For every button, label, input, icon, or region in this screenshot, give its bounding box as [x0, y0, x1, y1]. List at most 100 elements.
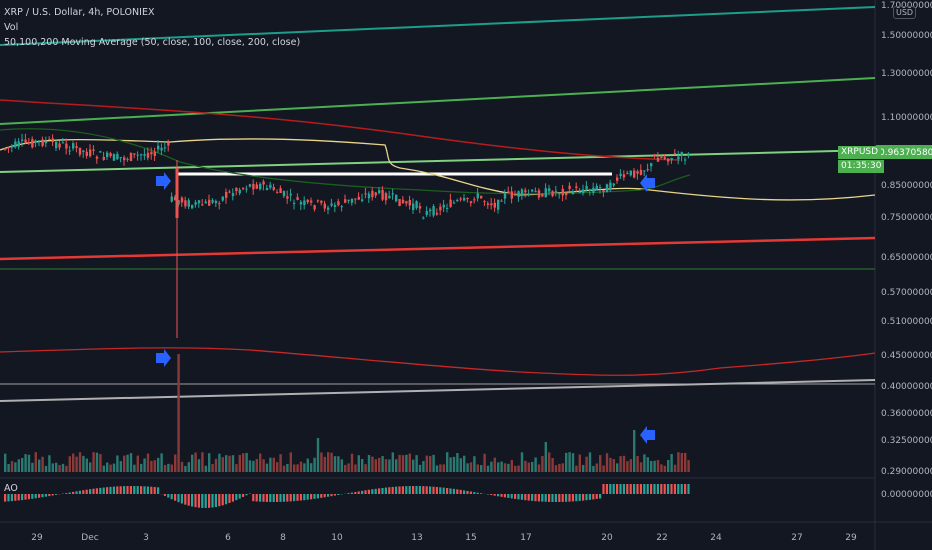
ao-bar — [446, 488, 449, 494]
candle-body — [459, 198, 462, 200]
ao-bar — [422, 486, 425, 494]
ao-bar — [320, 494, 323, 498]
ao-bar — [24, 494, 27, 500]
candle-body — [119, 157, 122, 159]
candle-body — [616, 177, 619, 181]
ao-bar — [4, 494, 7, 502]
candle-body — [65, 143, 68, 149]
ao-bar — [146, 486, 149, 494]
ao-bar — [466, 490, 469, 494]
ao-bar — [276, 494, 279, 502]
ao-bar — [650, 484, 653, 494]
volume-bar — [24, 454, 27, 472]
candle-body — [541, 194, 544, 197]
candle-body — [102, 156, 105, 160]
price-axis-label: 0.85000000 — [881, 181, 932, 191]
volume-bar — [184, 465, 187, 472]
volume-bar — [170, 464, 173, 472]
candle-body — [4, 148, 7, 150]
volume-bar — [371, 456, 374, 472]
volume-bar — [605, 453, 609, 472]
volume-bar — [418, 464, 422, 472]
last-price-label: 0.96370580 — [879, 148, 932, 158]
candle-body — [490, 203, 493, 206]
volume-bar — [320, 452, 323, 472]
candle-body — [507, 191, 510, 193]
ao-bar — [456, 489, 459, 494]
candle-body — [463, 198, 466, 201]
volume-bar — [378, 457, 381, 472]
volume-bar — [473, 456, 476, 472]
candle-body — [425, 211, 428, 215]
price-axis-label: 0.29000000 — [881, 467, 932, 477]
ao-legend[interactable]: AO — [4, 483, 18, 494]
candle-body — [323, 203, 326, 209]
ao-bar — [463, 490, 466, 494]
ao-bar — [439, 487, 442, 494]
ao-bar — [119, 486, 122, 494]
volume-bar — [323, 456, 326, 472]
candle-body — [303, 200, 306, 206]
volume-bar — [374, 459, 377, 472]
candle-body — [612, 183, 615, 186]
ao-bar — [7, 494, 10, 502]
candle-body — [639, 169, 643, 175]
candle-body — [201, 204, 204, 206]
arrow-left-icon — [640, 426, 655, 444]
candle-body — [327, 207, 330, 210]
ao-bar — [44, 494, 47, 497]
volume-bar — [507, 463, 510, 472]
ao-bar — [578, 494, 581, 501]
ao-bar — [92, 488, 95, 494]
volume-bar — [619, 456, 622, 472]
candle-body — [510, 191, 513, 199]
ao-bar — [371, 489, 374, 494]
candle-body — [299, 201, 303, 205]
ao-bar — [619, 484, 622, 494]
volume-bar — [650, 460, 653, 472]
volume-bar — [541, 455, 544, 472]
candle-body — [146, 152, 150, 158]
volume-bar — [238, 454, 241, 472]
time-axis-label: 3 — [143, 533, 149, 543]
time-axis-label: 20 — [601, 533, 613, 543]
candle-body — [520, 189, 524, 197]
gray-trend-line — [0, 379, 876, 402]
candle-body — [289, 193, 292, 196]
ao-bar — [575, 494, 578, 502]
moving-average-legend[interactable]: 50,100,200 Moving Average (50, close, 10… — [4, 37, 301, 48]
candle-body — [551, 191, 554, 197]
candle-body — [582, 189, 585, 194]
ao-bar — [211, 494, 214, 508]
ao-bar — [286, 494, 289, 502]
volume-bar — [201, 452, 204, 472]
ao-bar — [327, 494, 330, 497]
candle-body — [517, 191, 520, 197]
candle-body — [578, 192, 581, 194]
volume-bar — [174, 454, 177, 472]
volume-bar — [490, 461, 493, 472]
candle-body — [636, 171, 639, 174]
candle-body — [663, 157, 666, 159]
ao-bar — [398, 486, 401, 494]
volume-bar — [646, 457, 649, 472]
symbol-title[interactable]: XRP / U.S. Dollar, 4h, POLONIEX — [4, 7, 155, 18]
ao-bar — [680, 484, 683, 494]
ao-bar — [296, 494, 299, 501]
ao-bar — [503, 494, 506, 498]
ao-bar — [238, 494, 241, 499]
volume-bar — [364, 464, 367, 472]
symbol-price-tag: XRPUSD — [838, 146, 882, 159]
volume-bar — [537, 464, 541, 472]
ao-bar — [364, 490, 367, 494]
currency-badge[interactable]: USD — [893, 6, 917, 19]
volume-bar — [78, 452, 82, 472]
candle-body — [204, 201, 207, 204]
ao-bar — [306, 494, 309, 500]
candle-body — [55, 141, 58, 149]
volume-legend[interactable]: Vol — [4, 22, 19, 33]
volume-bar — [255, 458, 258, 472]
candle-body — [599, 187, 602, 189]
ao-bar — [384, 487, 387, 494]
